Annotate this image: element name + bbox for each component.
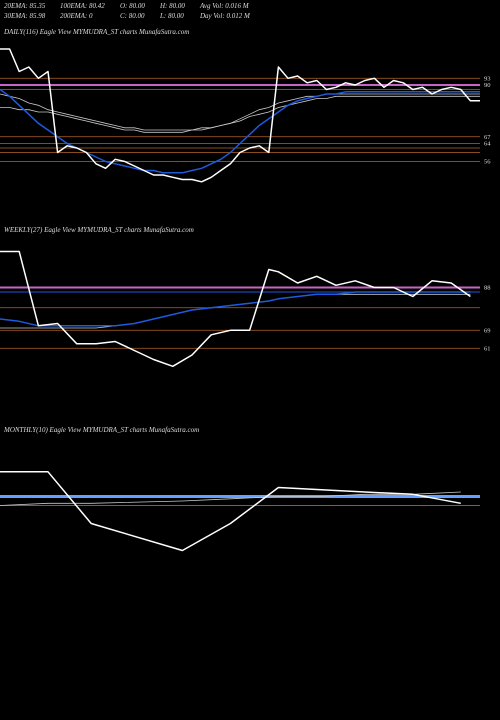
ema-line (0, 95, 480, 133)
price-line (0, 250, 471, 368)
y-tick-label: 56 (484, 159, 491, 166)
monthly-chart-title: MONTHLY(10) Eagle View MYMUDRA_ST charts… (4, 426, 200, 434)
close-value: C: 80.00 (120, 12, 145, 20)
weekly-chart-title: WEEKLY(27) Eagle View MYMUDRA_ST charts … (4, 226, 194, 234)
ema200-value: 200EMA: 0 (60, 12, 93, 20)
day-vol-value: Day Vol: 0.012 M (200, 12, 250, 20)
y-tick-label: 67 (484, 134, 491, 141)
y-tick-label: 90 (484, 82, 491, 89)
ema100-value: 100EMA: 80.42 (60, 2, 105, 10)
weekly-chart: 88 69 61 (0, 250, 491, 368)
ema20-value: 20EMA: 85.35 (4, 2, 46, 10)
price-line (0, 471, 461, 552)
y-tick-label: 93 (484, 75, 491, 82)
avg-vol-value: Avg Vol: 0.016 M (200, 2, 249, 10)
ema30-value: 30EMA: 85.98 (4, 12, 46, 20)
high-value: H: 80.00 (160, 2, 185, 10)
low-value: L: 80.00 (160, 12, 184, 20)
ema-line (0, 291, 471, 327)
price-line (0, 48, 480, 183)
ema-line (0, 93, 480, 131)
daily-chart-title: DAILY(116) Eagle View MYMUDRA_ST charts … (4, 28, 190, 36)
ema-line (0, 88, 480, 174)
y-tick-label: 88 (484, 285, 491, 292)
monthly-chart (0, 471, 480, 552)
open-value: O: 80.00 (120, 2, 145, 10)
y-tick-label: 64 (484, 141, 491, 148)
y-tick-label: 61 (484, 345, 491, 352)
y-tick-label: 69 (484, 327, 491, 334)
ema-line (0, 491, 461, 506)
ema-line (0, 293, 471, 329)
